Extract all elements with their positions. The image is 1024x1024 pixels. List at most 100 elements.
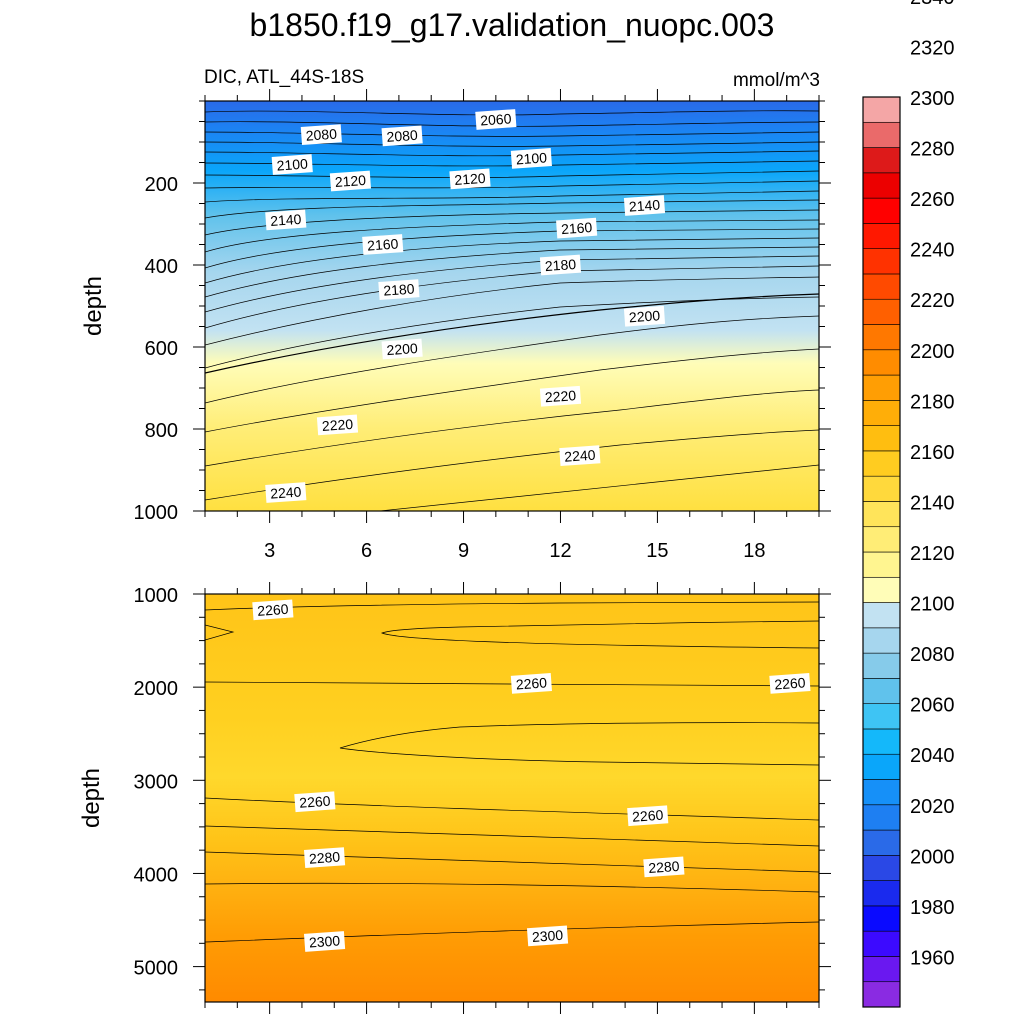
upper-ytick-labels: 200 400 600 800 1000 (134, 174, 179, 524)
contour-label-box (300, 124, 342, 145)
colorbar-label: 1960 (910, 947, 955, 969)
colorbar-band (862, 880, 901, 907)
upper-xtick-label: 12 (549, 540, 571, 562)
colorbar: 1960 1980 2000 2020 2040 2060 2080 2100 2120 2140… (862, 0, 955, 1008)
colorbar-label: 2220 (910, 290, 955, 312)
colorbar-label: 1980 (910, 897, 955, 919)
colorbar-band (862, 652, 901, 679)
contour-label-text: 2080 (305, 126, 337, 144)
contour-label: 2280 (643, 856, 685, 878)
contour-label-box (643, 856, 685, 878)
upper-boundary-2200 (205, 293, 819, 374)
contour-label-text: 2100 (276, 155, 308, 173)
contour-label-box (623, 305, 666, 327)
contour-label-text: 2140 (628, 196, 660, 214)
contour-label: 2220 (316, 414, 359, 436)
colorbar-band (862, 829, 901, 856)
contour-label-box (449, 168, 491, 190)
colorbar-label: 2260 (910, 189, 955, 211)
colorbar-band (862, 475, 901, 502)
contour-label-box (623, 195, 666, 216)
colorbar-band (862, 400, 901, 426)
contour-label-text: 2240 (564, 447, 596, 465)
colorbar-band (862, 121, 901, 148)
colorbar-band (862, 627, 901, 654)
colorbar-label: 2000 (910, 846, 955, 868)
contour-label-text: 2160 (367, 235, 399, 253)
contour-label: 2180 (539, 254, 582, 276)
upper-ylabel: depth (80, 276, 107, 336)
colorbar-band (862, 956, 901, 983)
contour-label-text: 2100 (515, 149, 547, 167)
contour-label-text: 2260 (299, 793, 331, 811)
contour-label-text: 2260 (632, 807, 664, 825)
lower-ticks (193, 582, 831, 1014)
colorbar-band (862, 223, 901, 249)
colorbar-band (862, 526, 901, 553)
colorbar-band (862, 349, 901, 376)
colorbar-label: 2100 (910, 594, 955, 616)
upper-xtick-label: 9 (458, 540, 469, 562)
contour-label-text: 2220 (321, 416, 353, 434)
colorbar-band (862, 147, 901, 174)
upper-xtick-label: 15 (646, 540, 668, 562)
contour-label: 2260 (294, 791, 336, 813)
upper-ytick-label: 800 (145, 420, 178, 442)
upper-ticks (193, 89, 831, 523)
colorbar-band (862, 678, 901, 704)
colorbar-label: 2160 (910, 442, 955, 464)
colorbar-band (862, 576, 901, 603)
colorbar-band (862, 930, 901, 957)
colorbar-band (862, 551, 901, 578)
contour-label-box (510, 148, 552, 169)
upper-contour-labels: 2060 2080 2080 2100 2100 2120 2120 2140 2140 2160… (265, 109, 666, 503)
upper-ytick-label: 1000 (134, 502, 179, 524)
lower-ylabel: depth (78, 768, 105, 828)
contour-label-box (510, 673, 552, 694)
colorbar-band (862, 703, 901, 730)
colorbar-band (862, 96, 901, 123)
colorbar-band (862, 172, 901, 199)
colorbar-label: 2020 (910, 796, 955, 818)
contour-label: 2060 (475, 109, 517, 130)
contour-label: 2140 (623, 195, 666, 216)
lower-ytick-labels: 1000 2000 3000 4000 5000 (134, 585, 179, 980)
contour-label-box (265, 209, 307, 231)
contour-label-box (526, 925, 569, 947)
colorbar-label: 2240 (910, 240, 955, 262)
colorbar-band (862, 905, 901, 932)
contour-label-text: 2120 (334, 172, 366, 190)
upper-xtick-label: 18 (743, 540, 765, 562)
colorbar-band (862, 324, 901, 351)
contour-label: 2100 (510, 148, 552, 169)
contour-label-box (378, 279, 420, 300)
contour-label-text: 2260 (257, 601, 289, 619)
colorbar-band (862, 981, 901, 1008)
contour-label: 2100 (271, 154, 313, 175)
contour-label: 2080 (300, 124, 342, 145)
contour-label: 2260 (510, 673, 552, 694)
upper-xtick-label: 3 (264, 540, 275, 562)
contour-label: 2120 (449, 168, 491, 190)
contour-label-box (381, 125, 423, 147)
contour-label: 2220 (539, 385, 582, 407)
contour-label: 2200 (381, 338, 423, 360)
contour-label: 2300 (526, 925, 569, 947)
colorbar-band (862, 728, 901, 755)
contour-label: 2160 (556, 217, 598, 239)
contour-label-box (559, 445, 601, 467)
colorbar-label: 2040 (910, 745, 955, 767)
colorbar-band (862, 779, 901, 806)
lower-plot-frame (204, 593, 820, 1003)
colorbar-band (862, 450, 901, 477)
lower-ytick-label: 3000 (134, 771, 179, 793)
contour-label-text: 2200 (628, 307, 660, 325)
colorbar-frame (862, 96, 901, 1008)
contour-label-text: 2080 (386, 127, 418, 145)
upper-ytick-label: 400 (145, 256, 178, 278)
contour-label-box (252, 599, 294, 621)
colorbar-band (862, 273, 901, 300)
contour-label-text: 2140 (270, 211, 302, 229)
